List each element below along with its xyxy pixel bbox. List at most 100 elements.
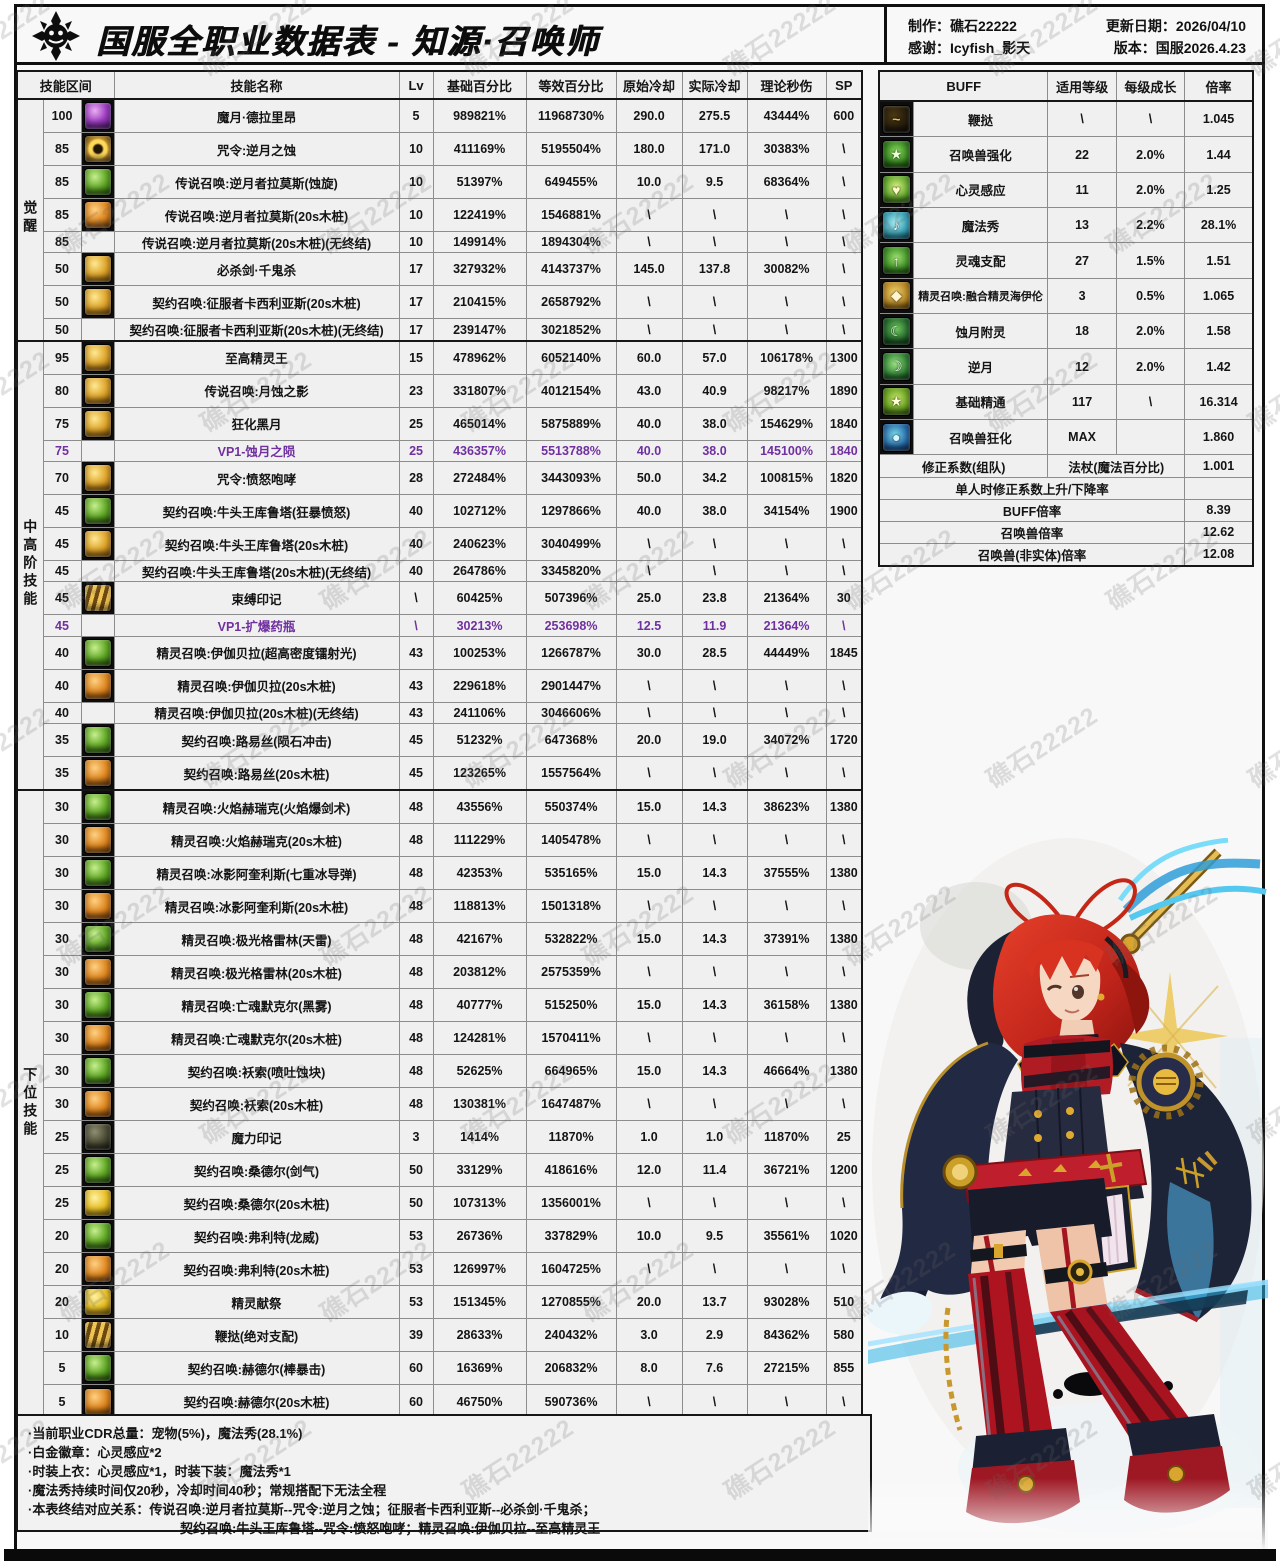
skill-icon-green	[83, 925, 112, 954]
notes-box: ·当前职业CDR总量：宠物(5%)，魔法秀(28.1%) ·白金徽章：心灵感应*2…	[16, 1414, 872, 1536]
skill-row: 50 必杀剑·千鬼杀 17 327932% 4143737% 145.0 137.8 3008…	[17, 252, 863, 287]
buff-grow	[1115, 419, 1186, 456]
skill-icon-cell	[80, 668, 115, 703]
buff-row: ↑ 灵魂支配 27 1.5% 1.51	[878, 242, 1254, 279]
note-line: ·白金徽章：心灵感应*2	[28, 1445, 162, 1460]
skill-dps: \	[746, 701, 827, 725]
skill-name: 传说召唤:逆月者拉莫斯(20s木桩)(无终结)	[113, 231, 400, 254]
skill-sp: \	[825, 318, 863, 342]
col-skill-name: 技能名称	[113, 70, 400, 100]
skill-raw-cd: \	[615, 1021, 683, 1056]
skill-range: 80	[42, 373, 82, 408]
skill-dps: 100815%	[746, 461, 827, 496]
skill-icon-cell	[80, 789, 115, 825]
skill-lv: 25	[398, 406, 434, 441]
skill-row: 25 契约召唤:桑德尔(剑气) 50 33129% 418616% 12.0 11.4 367…	[17, 1153, 863, 1188]
skill-range: 45	[42, 494, 82, 529]
skill-raw-cd: 10.0	[615, 1219, 683, 1254]
skill-lv: 39	[398, 1318, 434, 1353]
skill-lv: 5	[398, 98, 434, 134]
skill-dps: \	[746, 231, 827, 254]
skill-base-pct: 122419%	[432, 198, 527, 233]
skill-base-pct: 40777%	[432, 988, 527, 1023]
skill-base-pct: 436357%	[432, 439, 527, 463]
skill-icon-gold	[83, 530, 112, 559]
skill-lv: 45	[398, 756, 434, 791]
skill-range: 75	[42, 406, 82, 441]
skill-name: 精灵召唤:火焰赫瑞克(火焰爆剑术)	[113, 789, 400, 825]
skill-icon-cell	[80, 1120, 115, 1155]
skill-name: 精灵召唤:极光格雷林(天雷)	[113, 922, 400, 957]
skill-row: 30 精灵召唤:亡魂默克尔(20s木桩) 48 124281% 1570411% \ \ \ \	[17, 1021, 863, 1056]
skill-name: 契约召唤:牛头王库鲁塔(狂暴愤怒)	[113, 494, 400, 529]
skill-row: 30 精灵召唤:亡魂默克尔(黑雾) 48 40777% 515250% 15.0 14.3 3…	[17, 988, 863, 1023]
skill-eq-pct: 11968730%	[525, 98, 617, 134]
skill-name: VP1-蚀月之陨	[113, 439, 400, 463]
skill-icon-goldwave	[83, 1321, 112, 1350]
skill-lv: 48	[398, 889, 434, 924]
skill-eq-pct: 1266787%	[525, 635, 617, 670]
skill-dps: \	[746, 1252, 827, 1287]
skill-base-pct: 264786%	[432, 560, 527, 583]
skill-row: 75 狂化黑月 25 465014% 5875889% 40.0 38.0 154629% 18…	[17, 406, 863, 441]
skill-range: 85	[42, 132, 82, 167]
skill-real-cd: 1.0	[681, 1120, 748, 1155]
skill-range: 35	[42, 723, 82, 758]
skill-range: 20	[42, 1219, 82, 1254]
skill-range: 30	[42, 922, 82, 957]
skill-dps: 21364%	[746, 614, 827, 637]
note-line: ·当前职业CDR总量：宠物(5%)，魔法秀(28.1%)	[28, 1426, 303, 1441]
skill-base-pct: 118813%	[432, 889, 527, 924]
skill-base-pct: 130381%	[432, 1087, 527, 1122]
skill-dps: 35561%	[746, 1219, 827, 1254]
skill-name: 传说召唤:逆月者拉莫斯(蚀旋)	[113, 165, 400, 200]
credits-version: 更新日期：2026/04/10 版本：国服2026.4.23	[1018, 15, 1246, 59]
skill-base-pct: 52625%	[432, 1054, 527, 1089]
header-rule	[14, 62, 1265, 65]
buff-mult: 8.39	[1184, 498, 1254, 522]
skill-sp: 1900	[825, 494, 863, 529]
skill-icon-cell	[80, 1384, 115, 1420]
buff-row: ♪ 魔法秀 13 2.2% 28.1%	[878, 207, 1254, 244]
skill-icon-cell	[80, 439, 115, 463]
skill-raw-cd: \	[615, 756, 683, 791]
skill-base-pct: 51397%	[432, 165, 527, 200]
skill-row: 75 VP1-蚀月之陨 25 436357% 5513788% 40.0 38.0 14510…	[17, 439, 863, 463]
skill-icon-cell	[80, 1021, 115, 1056]
skill-dps: 21364%	[746, 581, 827, 616]
note-line: ·时装上衣：心灵感应*1，时装下装：魔法秀*1	[28, 1464, 291, 1479]
skill-real-cd: \	[681, 668, 748, 703]
col-skill-range: 技能区间	[16, 70, 115, 100]
buff-level: 22	[1047, 136, 1117, 173]
skill-sp: 30	[825, 581, 863, 616]
skill-lv: 3	[398, 1120, 434, 1155]
skill-range: 100	[42, 98, 82, 134]
skill-real-cd: \	[681, 889, 748, 924]
skill-icon-cell	[80, 1054, 115, 1089]
skill-dps: \	[746, 1021, 827, 1056]
skill-lv: 17	[398, 252, 434, 287]
skill-dps: 98217%	[746, 373, 827, 408]
note-line: 契约召唤:牛头王库鲁塔--咒令:愤怒咆哮；精灵召唤:伊伽贝拉--至高精灵王	[180, 1521, 601, 1536]
skill-row: 85 传说召唤:逆月者拉莫斯(20s木桩) 10 122419% 1546881% \ \ \…	[17, 198, 863, 233]
skill-dps: 37391%	[746, 922, 827, 957]
skill-sp: 1300	[825, 339, 863, 375]
skill-real-cd: 34.2	[681, 461, 748, 496]
skill-sp: 1380	[825, 988, 863, 1023]
skill-dps: \	[746, 756, 827, 791]
skill-lv: 10	[398, 165, 434, 200]
skill-real-cd: 14.3	[681, 856, 748, 891]
buff-name: 魔法秀	[912, 207, 1049, 244]
buff-grow: 2.2%	[1115, 207, 1186, 244]
buff-icon-soul: ↑	[881, 246, 911, 276]
skill-row: 40 精灵召唤:伊伽贝拉(超高密度镭射光) 43 100253% 1266787% 30.…	[17, 635, 863, 670]
skill-raw-cd: \	[615, 1252, 683, 1287]
skill-real-cd: \	[681, 701, 748, 725]
buff-grow: 2.0%	[1115, 171, 1186, 209]
skill-name: 精灵召唤:亡魂默克尔(黑雾)	[113, 988, 400, 1023]
skill-eq-pct: 1270855%	[525, 1285, 617, 1320]
skill-icon-cell	[80, 581, 115, 616]
col-buff-level: 适用等级	[1047, 70, 1117, 102]
skill-name: 魔月·德拉里昂	[113, 98, 400, 134]
skill-raw-cd: \	[615, 560, 683, 583]
